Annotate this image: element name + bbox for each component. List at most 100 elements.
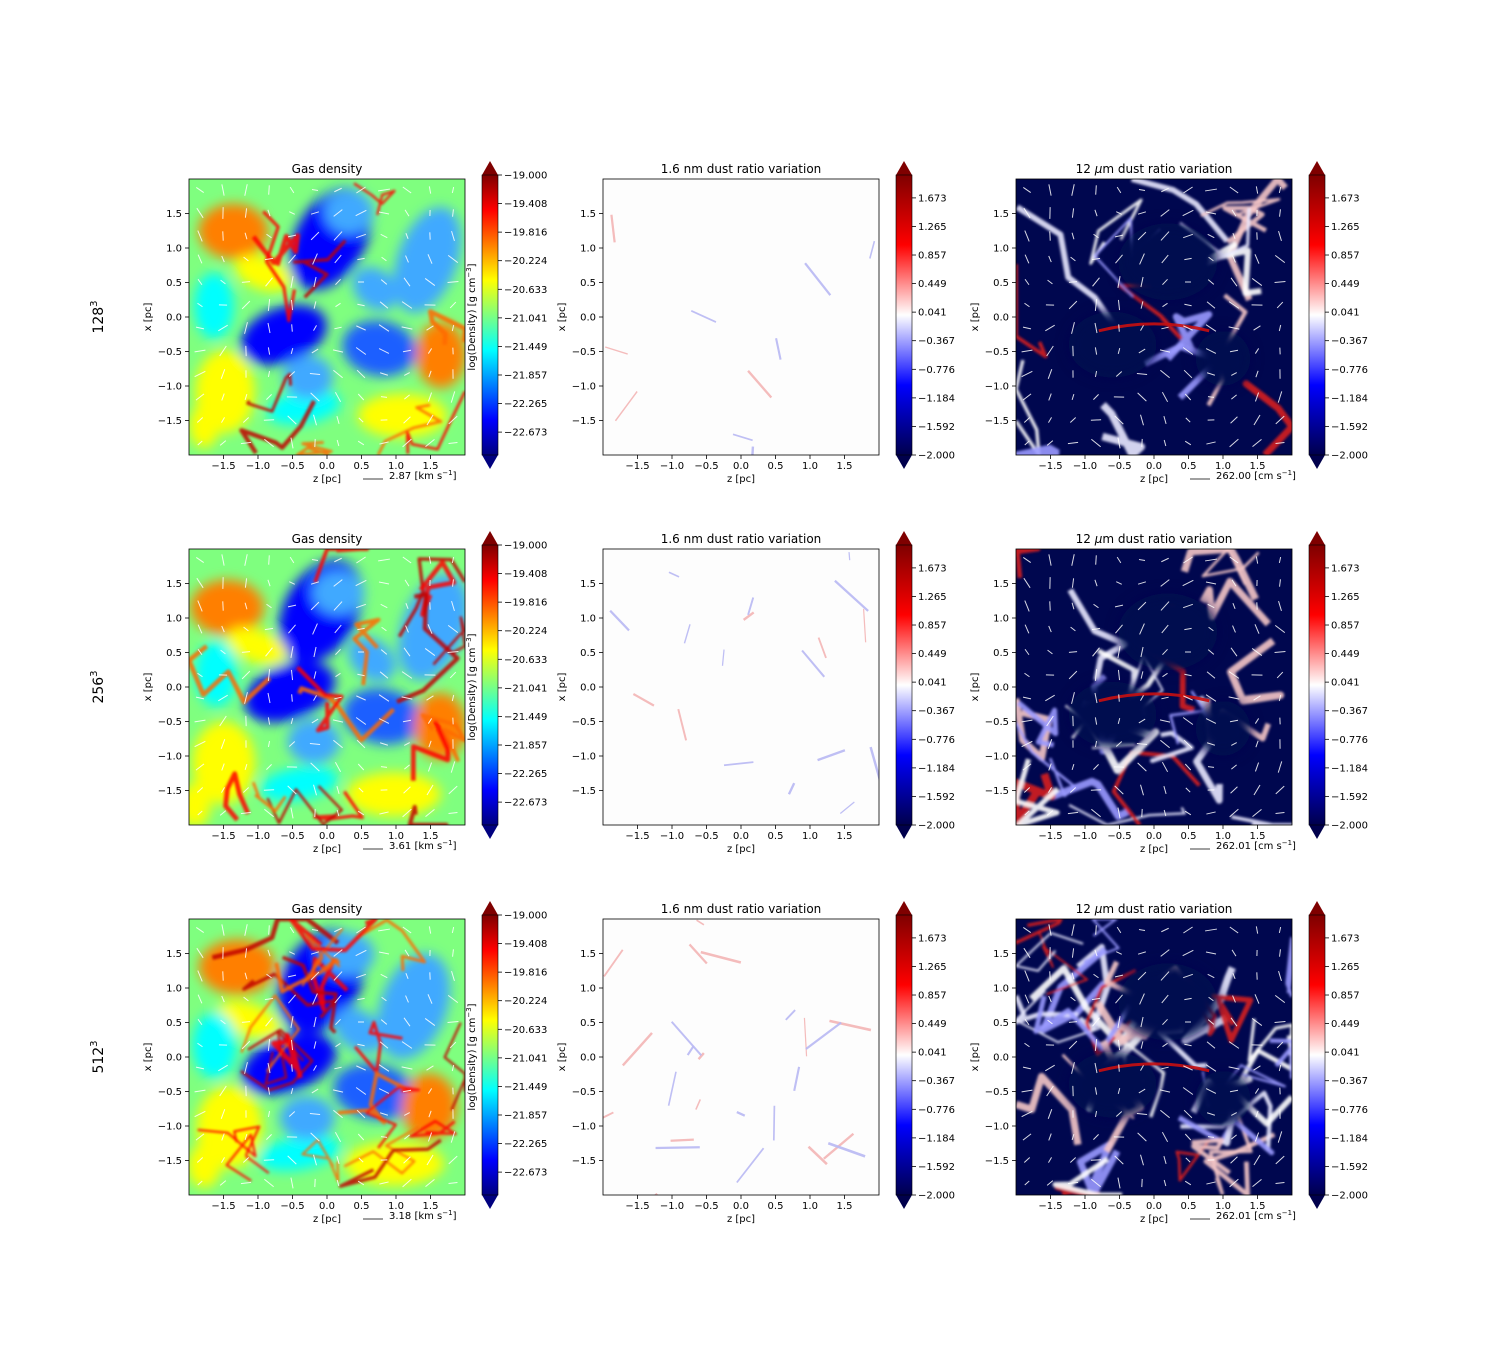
- velocity-arrow: [1161, 1131, 1169, 1143]
- velocity-arrow: [336, 785, 340, 795]
- velocity-arrow: [428, 1110, 432, 1118]
- density-filament: [352, 617, 381, 686]
- x-axis-label: z [pc]: [727, 844, 755, 855]
- x-tick-label: 0.0: [1146, 1201, 1162, 1212]
- ratio-filament: [1083, 919, 1120, 963]
- velocity-arrow: [242, 1157, 250, 1163]
- velocity-arrow: [197, 810, 203, 816]
- ratio-feature: [621, 1032, 653, 1067]
- velocity-arrow: [405, 255, 409, 263]
- velocity-arrow: [1232, 233, 1236, 239]
- velocity-arrow: [313, 1065, 317, 1071]
- colorbar-tick-label: 1.265: [1331, 222, 1360, 233]
- velocity-arrow: [401, 696, 413, 700]
- velocity-arrow: [313, 646, 317, 658]
- velocity-arrow: [310, 971, 320, 981]
- velocity-arrow: [1021, 1089, 1033, 1093]
- colorbar-tick-label: 1.265: [1331, 962, 1360, 973]
- velocity-arrow: [313, 276, 317, 288]
- velocity-arrow: [1255, 740, 1259, 748]
- density-blob: [352, 267, 398, 311]
- velocity-arrow: [1137, 601, 1147, 611]
- y-axis-label: x [pc]: [970, 1043, 981, 1072]
- velocity-arrow: [309, 1113, 321, 1115]
- velocity-arrow: [1205, 324, 1217, 332]
- velocity-arrow: [219, 440, 227, 446]
- ratio-filament: [1226, 637, 1285, 705]
- colorbar-tick-label: −20.224: [504, 256, 547, 267]
- colorbar-tick-label: −1.184: [918, 763, 955, 774]
- velocity-arrow: [290, 276, 294, 288]
- velocity-arrow: [221, 924, 225, 936]
- velocity-arrow: [404, 949, 410, 957]
- velocity-arrow: [267, 1087, 271, 1095]
- colorbar-tick-label: −1.592: [1331, 1162, 1368, 1173]
- velocity-arrow: [380, 279, 388, 285]
- velocity-arrow: [1071, 763, 1075, 771]
- colorbar-tick-label: −1.184: [1331, 1133, 1368, 1144]
- x-tick-label: 1.0: [388, 1201, 404, 1212]
- colorbar-tick-label: 0.041: [1331, 308, 1360, 319]
- velocity-arrow: [1095, 555, 1097, 565]
- ratio-feature: [869, 746, 879, 782]
- y-tick-label: 1.5: [993, 579, 1009, 590]
- colorbar-extend-top: [482, 161, 498, 175]
- velocity-arrow: [379, 1112, 389, 1116]
- velocity-arrow: [402, 719, 412, 723]
- velocity-arrow: [313, 671, 317, 679]
- y-tick-label: −0.5: [985, 1087, 1009, 1098]
- velocity-arrow: [310, 231, 320, 241]
- velocity-arrow: [1229, 808, 1239, 818]
- velocity-arrow: [334, 326, 342, 330]
- velocity-arrow: [1023, 187, 1031, 193]
- panel-title: Gas density: [292, 532, 363, 546]
- velocity-arrows: [194, 554, 459, 819]
- velocity-arrow: [1184, 627, 1192, 631]
- density-blob: [226, 627, 288, 665]
- colorbar-tick-label: −19.408: [504, 199, 547, 210]
- x-tick-label: −1.5: [625, 1201, 649, 1212]
- velocity-arrow: [290, 717, 294, 725]
- velocity-arrow: [1140, 1154, 1144, 1166]
- velocity-arrow: [427, 348, 433, 354]
- colorbar-extend-bottom: [482, 455, 498, 469]
- colorbar-tick-label: −0.776: [1331, 1105, 1368, 1116]
- velocity-arrow: [1046, 810, 1054, 816]
- velocity-arrow: [1183, 369, 1193, 379]
- ratio-feature: [807, 1145, 828, 1166]
- velocity-arrow: [1092, 277, 1100, 287]
- velocity-arrow: [1094, 692, 1098, 704]
- velocity-arrow: [197, 994, 203, 1004]
- x-tick-label: 1.0: [388, 461, 404, 472]
- velocity-arrow: [221, 1133, 225, 1141]
- velocity-arrow: [1046, 1180, 1054, 1186]
- y-tick-label: 1.5: [993, 209, 1009, 220]
- velocity-arrow: [1207, 1019, 1215, 1025]
- velocity-arrow: [221, 995, 225, 1003]
- ratio-feature: [677, 708, 688, 741]
- velocity-arrow: [403, 647, 411, 657]
- velocity-arrow: [378, 928, 390, 932]
- ratio-feature: [817, 749, 846, 762]
- density-filament: [262, 210, 297, 323]
- velocity-arrow: [1182, 209, 1194, 217]
- x-tick-label: −1.0: [1073, 1201, 1097, 1212]
- velocity-arrow: [244, 692, 248, 704]
- ratio-cavity: [1068, 1051, 1157, 1118]
- velocity-arrow: [196, 207, 204, 219]
- colorbar-extend-bottom: [896, 455, 912, 469]
- velocity-arrow: [1255, 186, 1259, 194]
- x-tick-label: 1.5: [837, 461, 853, 472]
- colorbar-tick-label: −0.367: [1331, 706, 1368, 717]
- velocity-arrow: [1162, 648, 1168, 656]
- velocity-arrow: [1206, 1181, 1216, 1185]
- row-label-sup: 3: [89, 300, 100, 306]
- velocity-arrow: [448, 441, 458, 445]
- y-tick-label: −1.0: [158, 1122, 182, 1133]
- velocity-arrow: [1071, 692, 1075, 704]
- velocity-arrow: [287, 1155, 297, 1165]
- velocity-arrow: [268, 555, 270, 565]
- velocity-arrow: [428, 556, 432, 564]
- colorbar-tick-label: −19.000: [504, 171, 547, 182]
- velocity-arrow: [379, 1041, 389, 1049]
